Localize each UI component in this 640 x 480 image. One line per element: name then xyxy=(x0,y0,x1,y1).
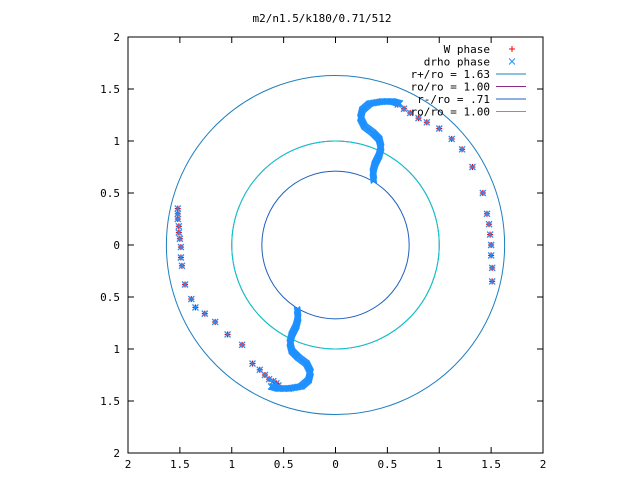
drho-phase-point xyxy=(488,264,496,272)
drho-phase-point xyxy=(238,341,246,349)
drho-phase-point xyxy=(269,377,277,385)
drho-phase-point xyxy=(415,114,422,122)
y-tick-label: 2 xyxy=(113,447,120,460)
drho-phase-point xyxy=(485,220,493,228)
x-tick-label: 1.5 xyxy=(170,458,190,471)
drho-phase-point xyxy=(178,262,186,270)
legend-label: drho phase xyxy=(424,56,490,69)
drho-phase-point xyxy=(177,243,185,251)
drho-phase-point xyxy=(486,231,494,239)
y-tick-label: 1.5 xyxy=(100,83,120,96)
legend-label: ro/ro = 1.00 xyxy=(411,106,490,119)
drho-phase-point xyxy=(211,318,219,326)
drho-phase-point xyxy=(191,303,199,311)
drho-phase-point xyxy=(483,210,491,218)
x-tick-label: 1.5 xyxy=(481,458,501,471)
y-tick-label: 0.5 xyxy=(100,187,120,200)
drho-phase-point xyxy=(448,135,456,143)
drho-phase-point xyxy=(174,210,182,218)
x-tick-label: 0.5 xyxy=(377,458,397,471)
legend-label: ro/ro = 1.00 xyxy=(411,81,490,94)
y-tick-label: 2 xyxy=(113,31,120,44)
drho-phase-point xyxy=(176,235,184,243)
drho-phase-point xyxy=(488,277,496,285)
x-tick-label: 0 xyxy=(332,458,339,471)
drho-phase-point xyxy=(479,189,487,197)
drho-phase-point xyxy=(177,254,185,261)
drho-phase-point xyxy=(406,109,414,117)
reference-circle xyxy=(231,140,440,350)
reference-circle xyxy=(261,170,410,320)
drho-phase-point xyxy=(468,163,476,171)
drho-phase-point xyxy=(175,229,183,236)
y-tick-label: 1 xyxy=(113,343,120,356)
drho-phase-point xyxy=(487,241,495,249)
y-tick-label: 0 xyxy=(113,239,120,252)
legend-label: W phase xyxy=(444,43,490,56)
chart-title: m2/n1.5/k180/0.71/512 xyxy=(252,12,391,25)
drho-phase-point xyxy=(435,125,443,132)
x-tick-label: 2 xyxy=(540,458,547,471)
x-tick-label: 2 xyxy=(125,458,132,471)
drho-phase-point xyxy=(175,222,183,230)
drho-phase-point xyxy=(187,295,195,303)
reference-circles xyxy=(165,74,506,416)
x-tick-label: 1 xyxy=(436,458,443,471)
y-tick-label: 1 xyxy=(113,135,120,148)
drho-phase-point xyxy=(458,145,466,153)
drho-phase-point xyxy=(174,215,182,223)
x-tick-label: 0.5 xyxy=(274,458,294,471)
drho-phase-point xyxy=(174,205,182,213)
reference-circle xyxy=(165,74,506,416)
drho-phase-point xyxy=(224,330,232,338)
y-tick-label: 1.5 xyxy=(100,395,120,408)
reference-circle xyxy=(231,140,440,350)
drho-phase-point xyxy=(201,310,209,318)
drho-phase-point xyxy=(265,375,273,383)
drho-phase-point xyxy=(256,366,264,374)
axis-ticks: 2 1.5 1 0.5 0 0.5 1 1.5 221.510.500.511.52 xyxy=(100,31,546,471)
drho-phase-point xyxy=(423,118,431,126)
legend-label: r-/ro = .71 xyxy=(417,93,490,106)
legend-marker xyxy=(508,58,516,65)
legend-label: r+/ro = 1.63 xyxy=(411,68,490,81)
drho-phase-band-point xyxy=(267,382,275,390)
y-tick-label: 0.5 xyxy=(100,291,120,304)
drho-phase-point xyxy=(249,360,256,368)
drho-phase-point xyxy=(487,251,495,259)
drho-phase-band-point xyxy=(396,100,404,108)
x-tick-label: 1 xyxy=(228,458,235,471)
drho-phase-point xyxy=(181,281,189,288)
data-points xyxy=(174,98,496,392)
